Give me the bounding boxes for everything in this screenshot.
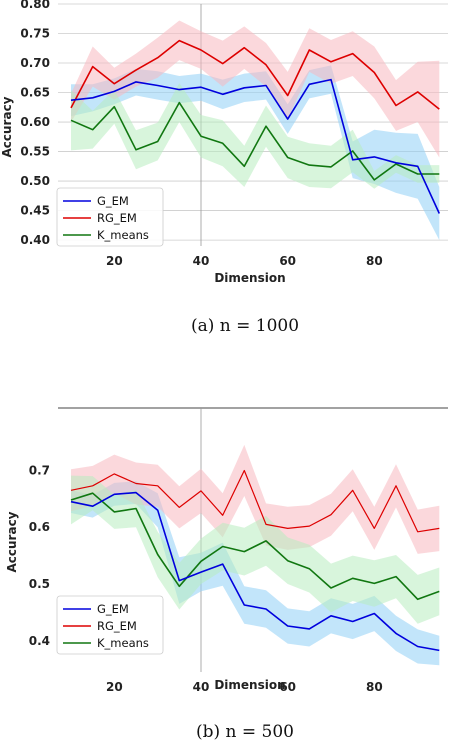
y-tick-label-6: 0.70	[20, 56, 50, 70]
legend-label-RG_EM: RG_EM	[97, 619, 137, 633]
y-tick-label-3: 0.55	[20, 145, 50, 159]
legend-label-RG_EM: RG_EM	[97, 211, 137, 225]
y-tick-label-1: 0.5	[29, 577, 50, 591]
x-tick-label-1: 40	[193, 680, 210, 694]
legend-label-G_EM: G_EM	[97, 194, 129, 208]
y-tick-label-2: 0.6	[29, 520, 50, 534]
y-tick-label-5: 0.65	[20, 86, 50, 100]
y-tick-label-2: 0.50	[20, 174, 50, 188]
y-tick-label-0: 0.4	[29, 634, 50, 648]
y-tick-label-3: 0.7	[29, 463, 50, 477]
y-tick-label-4: 0.60	[20, 115, 50, 129]
chart-2: 0.40.50.60.720 40 60 80DimensionAccuracyG_E…	[5, 408, 448, 742]
x-tick-label-0: 20	[106, 680, 123, 694]
x-tick-label-3: 80	[366, 680, 383, 694]
figure-caption: (b) n = 500	[196, 722, 294, 742]
legend-label-K_means: K_means	[97, 228, 149, 242]
y-tick-label-8: 0.80	[20, 0, 50, 11]
chart-1: 0.40 0.45 0.50 0.55 0.60 0.65 0.70 0.75 0.80 20 40…	[0, 0, 448, 336]
legend: G_EM RG_EM K_means	[57, 596, 163, 654]
y-tick-label-0: 0.40	[20, 233, 50, 247]
x-tick-label-1: 40	[193, 254, 210, 268]
y-tick-label-1: 0.45	[20, 204, 50, 218]
legend-label-G_EM: G_EM	[97, 602, 129, 616]
y-tick-label-7: 0.75	[20, 27, 50, 41]
x-tick-label-2: 60	[279, 254, 296, 268]
x-axis-label: Dimension	[214, 271, 285, 285]
x-axis-label: Dimension	[214, 678, 285, 692]
legend: G_EM RG_EM K_means	[57, 188, 163, 246]
x-tick-label-0: 20	[106, 254, 123, 268]
y-axis-label: Accuracy	[0, 96, 14, 157]
y-axis-label: Accuracy	[5, 511, 19, 572]
x-tick-label-3: 80	[366, 254, 383, 268]
legend-label-K_means: K_means	[97, 636, 149, 650]
figure-caption: (a) n = 1000	[191, 316, 299, 336]
